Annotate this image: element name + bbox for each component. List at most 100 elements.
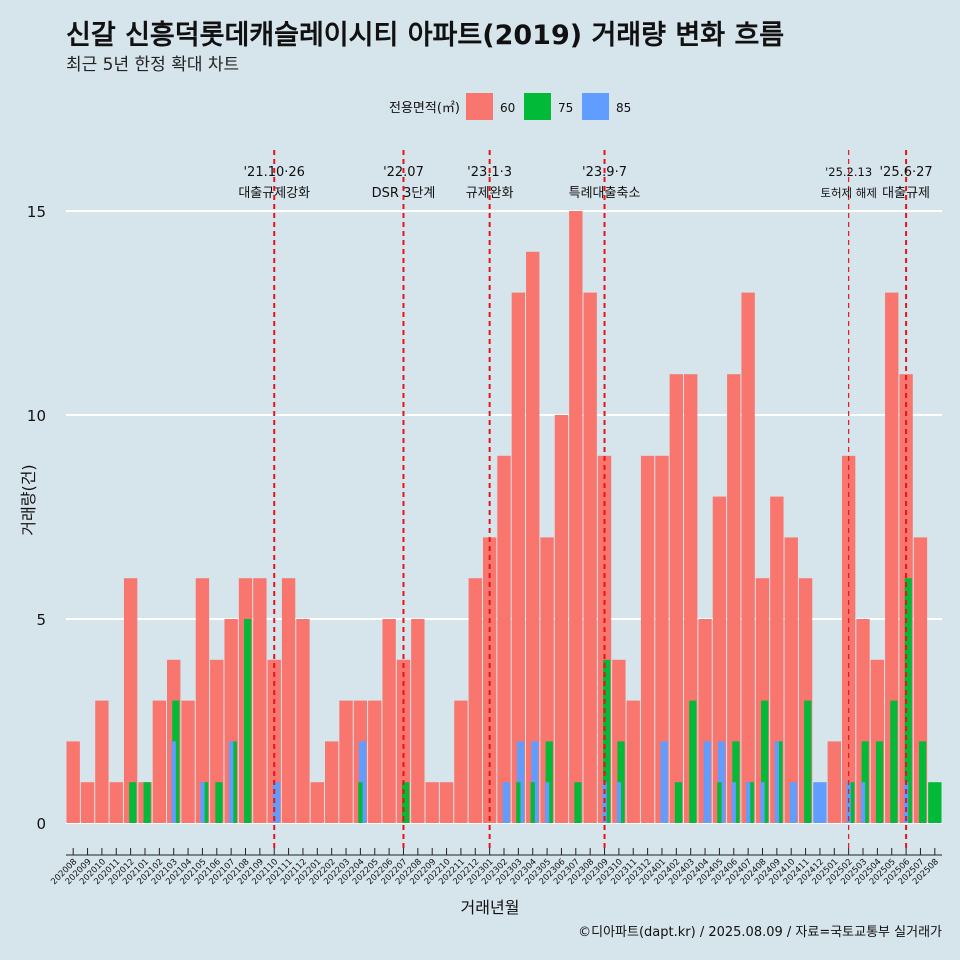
bar-202501-60 [827, 741, 841, 823]
bar-202310-85 [616, 782, 622, 823]
event-name-label: 특례대출축소 [569, 186, 641, 201]
bar-202205-60 [368, 700, 382, 823]
bar-202112-60 [296, 619, 310, 823]
x-axis: 2020082020092020102020112020122021012021… [49, 848, 942, 887]
bar-202011-60 [109, 782, 123, 823]
event-date-label: '25.6·27 [879, 165, 932, 180]
bar-202301-60 [482, 537, 497, 823]
event-name-label: 대출규제강화 [238, 186, 310, 201]
bar-202206-60 [382, 619, 396, 823]
bar-202104-60 [181, 700, 195, 823]
bar-202308-60 [583, 292, 597, 824]
bar-202309-75 [603, 659, 611, 823]
chart-subtitle: 최근 5년 한정 확대 차트 [66, 55, 239, 75]
event-name-label: 규제완화 [466, 186, 514, 201]
bar-202012-60 [123, 578, 138, 823]
bar-202405-75 [717, 782, 722, 823]
bar-202406-60 [727, 374, 741, 823]
x-axis-label: 거래년월 [461, 898, 520, 917]
bar-202010-60 [95, 700, 109, 823]
bar-202105-85 [200, 782, 205, 823]
bar-202303-60 [511, 292, 526, 824]
event-name-label: 토허제 해제 [820, 186, 877, 200]
legend-label-75: 75 [558, 101, 573, 115]
legend-title: 전용면적(㎡) [389, 101, 460, 116]
event-date-label: '23.1·3 [467, 165, 512, 180]
bar-202311-60 [626, 700, 640, 823]
bar-202402-75 [674, 782, 683, 823]
bar-202009-60 [80, 782, 95, 823]
bar-202303-75 [516, 782, 521, 823]
event-date-label: '23.9·7 [582, 165, 627, 180]
event-date-label: '22.07 [383, 165, 424, 180]
bar-202307-60 [569, 211, 583, 823]
bar-202307-75 [574, 782, 582, 823]
bar-202105-60 [195, 578, 210, 823]
bar-202211-60 [454, 700, 468, 823]
y-axis-label: 거래량(건) [19, 464, 38, 535]
bar-202304-60 [526, 251, 540, 824]
bar-202008-60 [66, 741, 80, 823]
bar-202103-85 [171, 741, 176, 823]
legend: 전용면적(㎡) 60 75 85 [389, 93, 631, 120]
bar-202306-60 [554, 415, 569, 823]
bar-202107-85 [228, 741, 234, 823]
bar-202102-60 [152, 700, 167, 823]
bar-202207-75 [402, 782, 410, 823]
bar-202304-75 [530, 782, 535, 823]
bar-202503-85 [860, 782, 866, 823]
bar-202305-85 [544, 782, 550, 823]
bars-layer [66, 211, 942, 824]
bar-202201-60 [310, 782, 324, 823]
bar-202409-85 [774, 741, 780, 823]
bar-202302-60 [497, 455, 511, 823]
bar-202504-75 [875, 741, 884, 823]
bar-202312-60 [640, 455, 655, 823]
bar-202108-75 [244, 619, 252, 823]
event-date-label: '25.2.13 [825, 165, 872, 179]
caption: ©디아파트(dapt.kr) / 2025.08.09 / 자료=국토교통부 실… [578, 925, 942, 940]
y-tick-label: 10 [27, 407, 46, 425]
bar-202212-60 [468, 578, 482, 823]
bar-202202-60 [324, 741, 339, 823]
bar-202508-75 [928, 782, 942, 823]
bar-202402-60 [669, 374, 684, 823]
bar-202101-75 [143, 782, 151, 823]
y-axis: 0 5 10 15 [27, 203, 46, 833]
bar-202302-85 [502, 782, 510, 823]
event-name-label: DSR 3단계 [372, 186, 436, 201]
bar-202408-85 [760, 782, 765, 823]
bar-202111-60 [281, 578, 296, 823]
bar-202204-75 [358, 782, 363, 823]
bar-202506-75 [904, 578, 912, 823]
bar-202404-85 [703, 741, 711, 823]
chart-title: 신갈 신흥덕롯데캐슬레이시티 아파트(2019) 거래량 변화 흐름 [66, 20, 784, 51]
bar-202403-75 [689, 700, 697, 823]
bar-202407-85 [745, 782, 751, 823]
bar-202106-75 [215, 782, 223, 823]
legend-label-60: 60 [500, 101, 515, 115]
event-markers: '21.10·26 대출규제강화 '22.07 DSR 3단계 '23.1·3 규제완화 '… [238, 150, 933, 848]
legend-swatch-85 [582, 93, 609, 120]
bar-202109-60 [253, 578, 267, 823]
y-tick-label: 0 [36, 815, 46, 833]
y-tick-label: 5 [36, 611, 46, 629]
bar-202401-60 [655, 455, 669, 823]
bar-202110-85 [272, 782, 280, 823]
legend-swatch-60 [466, 93, 493, 120]
bar-202406-85 [731, 782, 736, 823]
bar-202209-60 [425, 782, 439, 823]
bar-202401-85 [660, 741, 668, 823]
legend-swatch-75 [524, 93, 551, 120]
bar-202411-75 [804, 700, 812, 823]
event-name-label: 대출규제 [882, 186, 930, 201]
bar-202407-60 [741, 292, 755, 824]
legend-label-85: 85 [616, 101, 631, 115]
bar-202208-60 [411, 619, 425, 823]
bar-202012-75 [129, 782, 137, 823]
bar-202210-60 [439, 782, 454, 823]
event-date-label: '21.10·26 [243, 165, 304, 180]
bar-202408-75 [761, 700, 769, 823]
